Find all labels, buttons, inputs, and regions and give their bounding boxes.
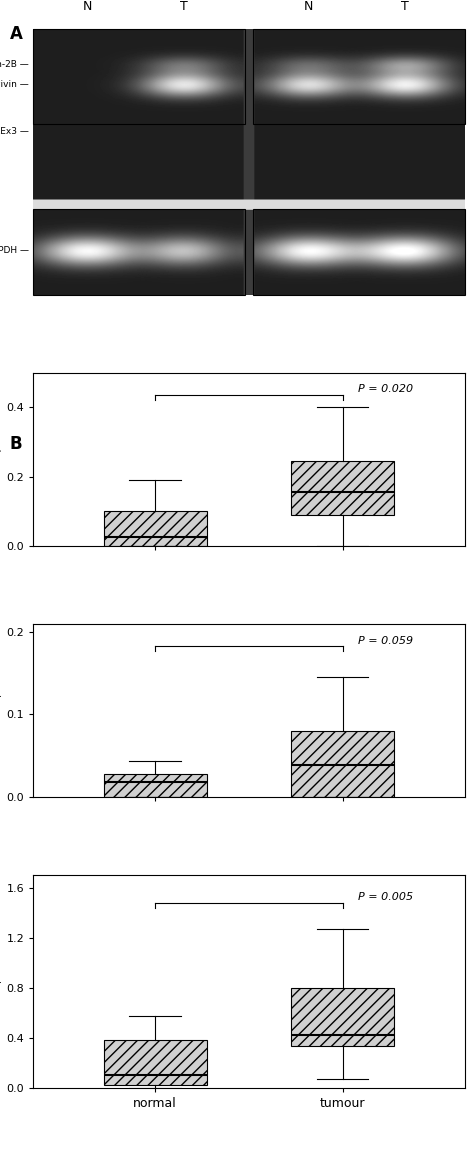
Text: survivin-2B —: survivin-2B — xyxy=(0,60,29,69)
Text: P = 0.020: P = 0.020 xyxy=(357,384,413,395)
Y-axis label: Relative mRNA levels
survinin-ΔEx3/GAPDH: Relative mRNA levels survinin-ΔEx3/GAPDH xyxy=(0,654,2,767)
PathPatch shape xyxy=(103,1041,207,1085)
PathPatch shape xyxy=(291,731,394,796)
Y-axis label: Relative mRNA levels
survinin/GAPDH: Relative mRNA levels survinin/GAPDH xyxy=(0,925,2,1037)
PathPatch shape xyxy=(291,988,394,1046)
Text: T: T xyxy=(180,0,188,13)
Text: N: N xyxy=(82,0,92,13)
PathPatch shape xyxy=(291,462,394,514)
Text: P = 0.059: P = 0.059 xyxy=(357,635,413,646)
Y-axis label: Relative mRNA levels
survinin-2B/GAPDH: Relative mRNA levels survinin-2B/GAPDH xyxy=(0,404,2,514)
Text: P = 0.005: P = 0.005 xyxy=(357,892,413,901)
Text: B: B xyxy=(9,435,22,453)
Text: GAPDH —: GAPDH — xyxy=(0,246,29,254)
Text: T: T xyxy=(401,0,409,13)
Text: N: N xyxy=(303,0,313,13)
Text: survivin-ΔEx3 —: survivin-ΔEx3 — xyxy=(0,127,29,136)
PathPatch shape xyxy=(103,773,207,796)
Text: survivin —: survivin — xyxy=(0,79,29,89)
PathPatch shape xyxy=(103,511,207,546)
Text: A: A xyxy=(9,25,22,44)
